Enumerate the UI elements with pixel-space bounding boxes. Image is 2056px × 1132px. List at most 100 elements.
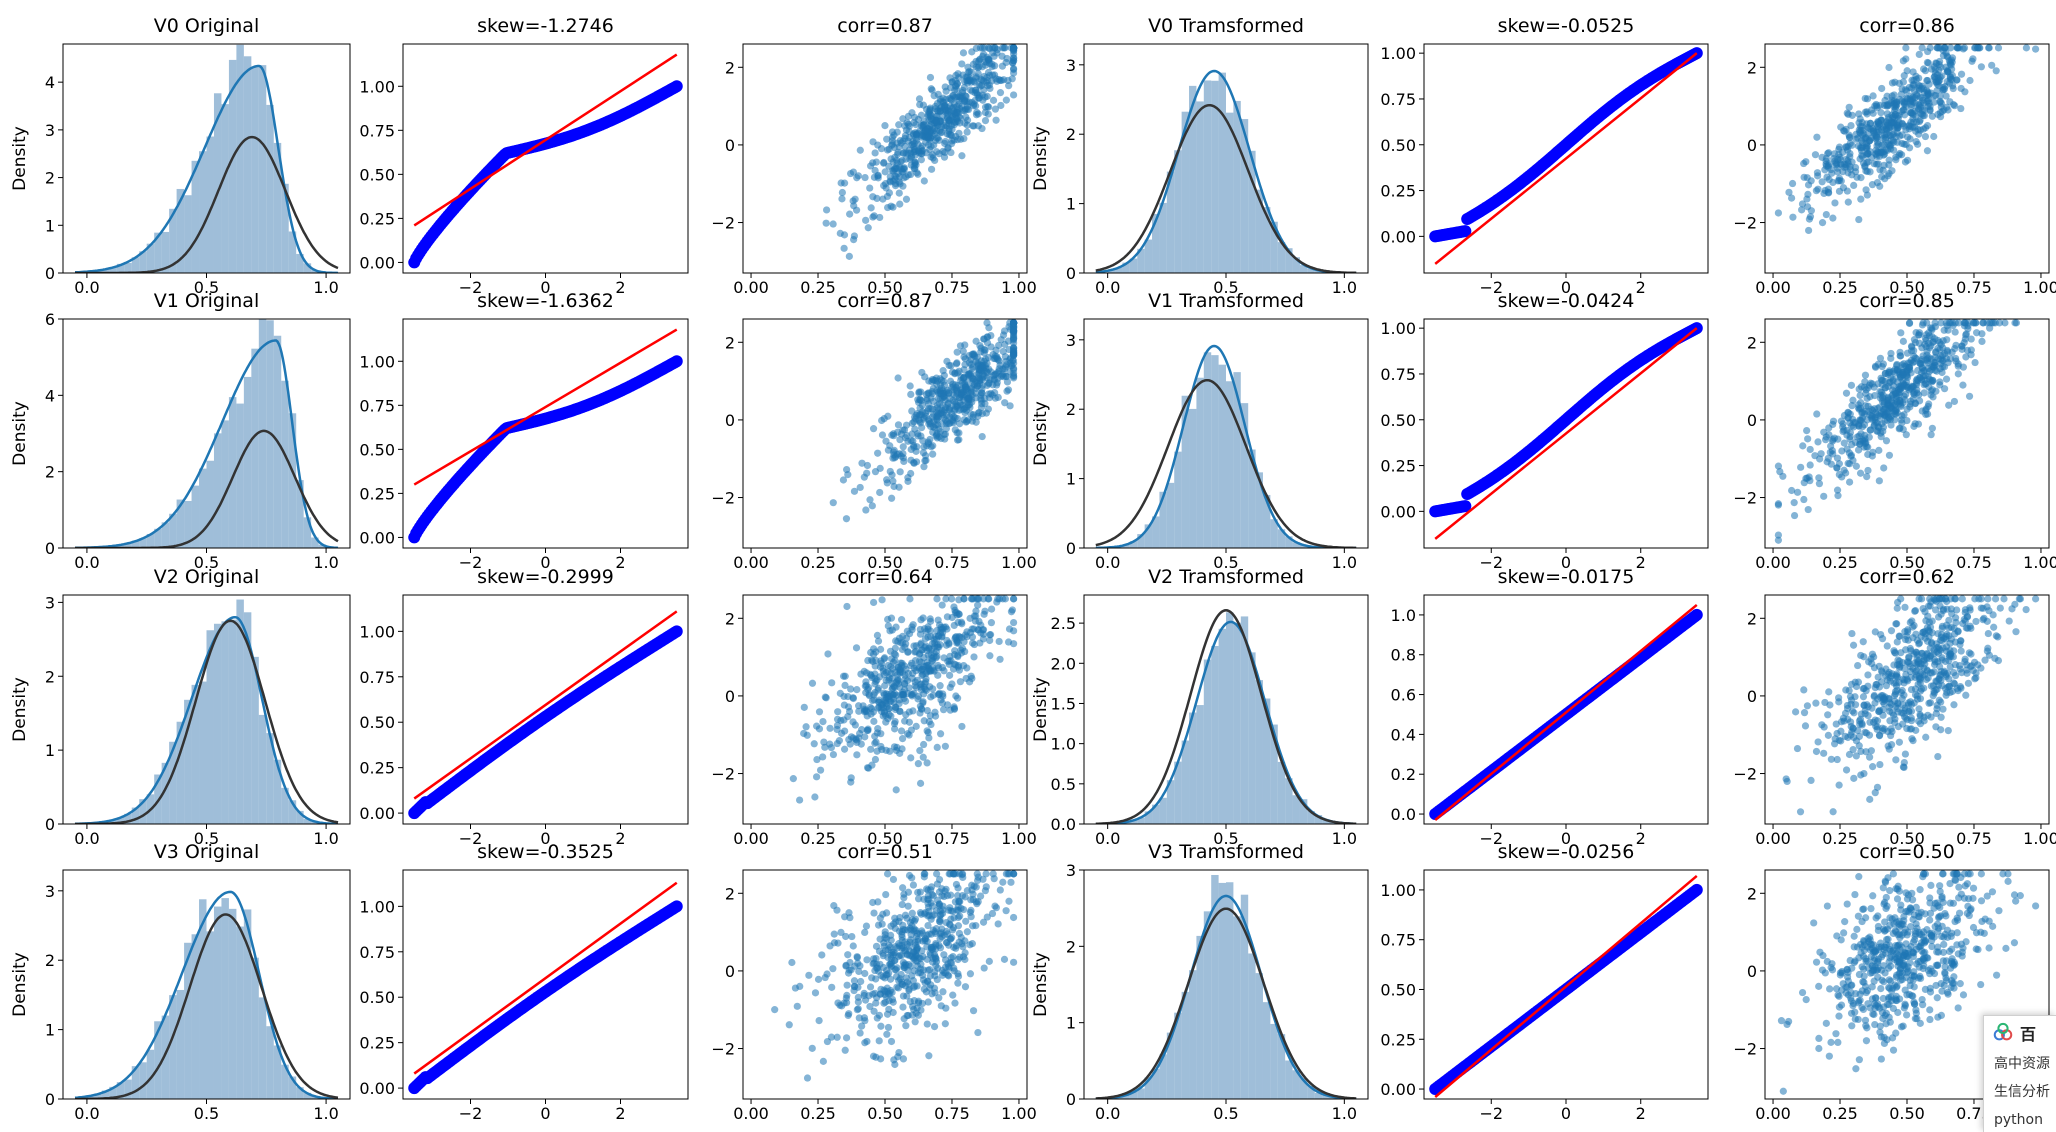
scatter-point: [1883, 101, 1891, 109]
y-tick-label: 2.0: [1051, 654, 1076, 673]
histogram-bar: [318, 544, 327, 548]
scatter-point: [1887, 421, 1895, 429]
scatter-point: [1847, 700, 1855, 708]
scatter-point: [1006, 359, 1014, 367]
scatter-point: [1912, 726, 1920, 734]
scatter-point: [954, 653, 962, 661]
histogram-bar: [236, 403, 244, 548]
histogram-bar: [1255, 472, 1263, 548]
scatter-point: [987, 619, 996, 627]
scatter-point: [1829, 417, 1838, 425]
scatter-point: [975, 617, 983, 626]
scatter-point: [1912, 630, 1920, 638]
histogram-bar: [1159, 202, 1167, 273]
scatter-point: [1928, 424, 1936, 432]
histogram-bar: [154, 528, 162, 548]
scatter-point: [1857, 195, 1865, 203]
scatter-point: [917, 640, 925, 649]
scatter-point: [905, 684, 913, 692]
scatter-point: [819, 753, 827, 761]
scatter-point: [1902, 140, 1910, 149]
scatter-point: [1919, 628, 1927, 637]
scatter-point: [874, 449, 882, 457]
y-tick-label: 2: [725, 609, 735, 628]
scatter-point: [917, 156, 925, 164]
scatter-point: [1877, 116, 1885, 124]
y-tick-label: 0: [1747, 411, 1757, 430]
scatter-point: [850, 487, 859, 495]
scatter-point: [909, 621, 917, 629]
scatter-point: [905, 133, 913, 142]
scatter-point: [1852, 130, 1860, 138]
scatter-point: [844, 692, 852, 701]
scatter-point: [857, 740, 865, 748]
scatter-point: [1943, 336, 1951, 344]
histogram-bar: [1314, 815, 1323, 824]
scatter-point: [958, 722, 966, 731]
histogram-bar: [1196, 705, 1204, 824]
scatter-point: [1904, 133, 1912, 141]
scatter-point: [910, 664, 918, 672]
scatter-point: [934, 671, 942, 679]
scatter-point: [987, 389, 995, 398]
histogram-bar: [176, 188, 185, 273]
histogram-bar: [169, 208, 177, 273]
x-tick-label: 0: [540, 278, 550, 297]
scatter-point: [1841, 709, 1850, 717]
scatter-point: [1839, 427, 1847, 436]
scatter-point: [1864, 443, 1872, 451]
scatter-point: [945, 639, 953, 647]
histogram-bar: [311, 821, 319, 824]
histogram-bar: [273, 142, 282, 273]
histogram-bar: [311, 270, 319, 273]
scatter-point: [1913, 636, 1922, 644]
histogram-bar: [1248, 449, 1256, 548]
scatter-point: [1863, 416, 1871, 424]
histogram-bar: [1181, 740, 1190, 824]
y-tick-label: 2: [1066, 125, 1076, 144]
y-tick-label: 0.00: [359, 804, 395, 823]
scatter-point: [968, 417, 976, 425]
y-tick-label: 0.25: [359, 759, 395, 778]
scatter-point: [1896, 632, 1904, 640]
x-tick-label: 2: [1636, 829, 1646, 848]
scatter-point: [1960, 339, 1968, 347]
scatter-point: [1965, 392, 1974, 400]
scatter-point: [999, 370, 1007, 378]
scatter-point: [1909, 93, 1917, 101]
scatter-point: [1860, 701, 1868, 710]
plot-area: [1429, 603, 1703, 821]
scatter-point: [1824, 731, 1832, 739]
scatter-point: [1988, 61, 1996, 69]
scatter-point: [1876, 182, 1884, 190]
scatter-point: [979, 626, 988, 634]
scatter-point: [852, 735, 860, 743]
scatter-point: [808, 679, 817, 687]
scatter-point: [1936, 108, 1945, 117]
kde-line: [75, 339, 339, 548]
y-tick-label: −2: [1733, 489, 1757, 508]
scatter-point: [1833, 454, 1842, 462]
scatter-point: [1010, 91, 1018, 99]
scatter-point: [1846, 433, 1854, 441]
y-tick-label: 1.00: [1380, 319, 1416, 338]
scatter-point: [1865, 433, 1873, 441]
scatter-point: [903, 627, 911, 635]
histogram-bar: [1152, 213, 1160, 273]
scatter-point: [1906, 359, 1914, 367]
scatter-point: [947, 84, 955, 92]
scatter-point: [1866, 119, 1874, 127]
scatter-point: [834, 708, 842, 716]
scatter-point: [1008, 59, 1017, 67]
histogram-bar: [1203, 352, 1212, 548]
scatter-point: [1977, 63, 1985, 71]
scatter-point: [938, 601, 946, 609]
scatter-point: [876, 673, 884, 681]
scatter-point: [916, 747, 924, 755]
x-tick-label: 0.25: [1822, 278, 1858, 297]
scatter-point: [1921, 634, 1929, 642]
scatter-point: [942, 95, 950, 103]
scatter-point: [972, 74, 980, 82]
